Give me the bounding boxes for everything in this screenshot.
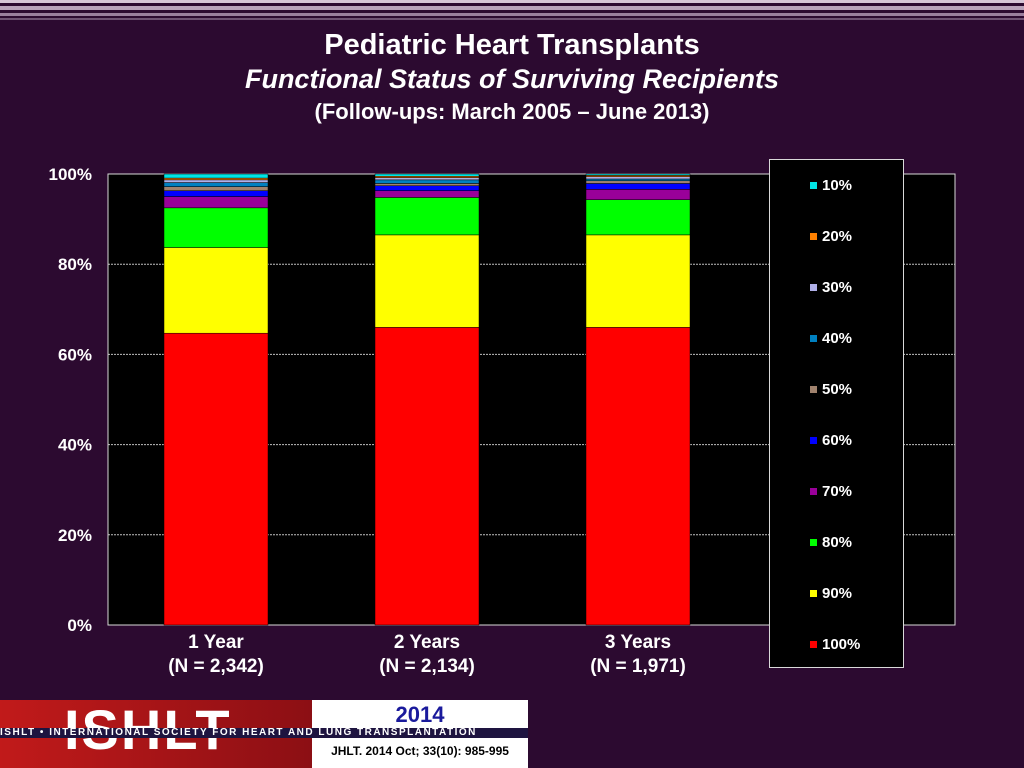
bar-segment <box>374 327 480 626</box>
legend-label: 70% <box>822 482 853 500</box>
plot-border <box>107 173 956 626</box>
chart-note: (Follow-ups: March 2005 – June 2013) <box>314 99 710 124</box>
bar-segment <box>585 189 691 200</box>
legend-item: 20% <box>810 226 852 246</box>
legend-label: 30% <box>822 278 853 296</box>
legend-swatch <box>810 538 817 546</box>
x-tick-sublabel: (N = 2,134) <box>379 656 475 677</box>
footer-org-name: ISHLT • INTERNATIONAL SOCIETY FOR HEART … <box>0 728 528 738</box>
legend-label: 60% <box>822 431 853 449</box>
bar-segment <box>163 182 269 187</box>
chart-title: Pediatric Heart Transplants <box>324 29 700 61</box>
x-tick-label: 1 Year <box>188 632 244 653</box>
bar-segment <box>374 190 480 198</box>
legend-label: 20% <box>822 227 853 245</box>
bar-segment <box>163 332 269 626</box>
x-tick-sublabel: (N = 2,342) <box>168 656 264 677</box>
bar-segment <box>585 199 691 236</box>
chart-subtitle: Functional Status of Surviving Recipient… <box>244 64 780 94</box>
legend-item: 10% <box>810 175 852 195</box>
y-tick-label: 0% <box>67 616 92 635</box>
legend-item: 40% <box>810 328 852 348</box>
legend-label: 100% <box>822 635 861 653</box>
y-tick-label: 60% <box>58 345 92 364</box>
x-tick-label: 3 Years <box>605 632 671 653</box>
bar-segment <box>163 247 269 334</box>
legend-label: 10% <box>822 176 853 194</box>
bar-segment <box>585 178 691 182</box>
bar-segment <box>585 180 691 184</box>
legend-item: 80% <box>810 532 852 552</box>
bar-segment <box>374 179 480 184</box>
chart-legend: 10% 20% 30% 40% 50% 60% 70% 80% 90% 100% <box>769 159 904 668</box>
legend-label: 40% <box>822 329 853 347</box>
legend-label: 90% <box>822 584 853 602</box>
legend-label: 80% <box>822 533 853 551</box>
y-tick-label: 20% <box>58 526 92 545</box>
bar-segment <box>374 177 480 181</box>
legend-swatch <box>810 283 817 291</box>
footer-citation: JHLT. 2014 Oct; 33(10): 985-995 <box>331 744 509 758</box>
bar-segment <box>163 196 269 209</box>
bar-segment <box>374 173 480 177</box>
top-decorative-stripes <box>0 0 1024 22</box>
bar-segment <box>163 173 269 179</box>
legend-swatch <box>810 385 817 393</box>
footer-year: 2014 <box>395 702 445 727</box>
y-tick-label: 80% <box>58 255 92 274</box>
bar-segment <box>374 185 480 191</box>
legend-label: 50% <box>822 380 853 398</box>
legend-swatch <box>810 436 817 444</box>
legend-swatch <box>810 232 817 240</box>
title-block: Pediatric Heart Transplants Functional S… <box>0 28 1024 128</box>
bar-segment <box>163 186 269 191</box>
bar-segment <box>163 179 269 183</box>
legend-item: 30% <box>810 277 852 297</box>
x-tick-label: 2 Years <box>394 632 460 653</box>
legend-swatch <box>810 640 817 648</box>
bar-segment <box>585 173 691 176</box>
legend-item: 100% <box>810 634 860 654</box>
bar-segment <box>163 190 269 197</box>
x-tick-sublabel: (N = 1,971) <box>590 656 686 677</box>
bar-segment <box>374 183 480 186</box>
y-tick-label: 100% <box>49 165 92 184</box>
legend-item: 70% <box>810 481 852 501</box>
bar-segment <box>163 177 269 181</box>
legend-item: 60% <box>810 430 852 450</box>
legend-swatch <box>810 487 817 495</box>
bar-segment <box>585 183 691 190</box>
bar-segment <box>585 234 691 328</box>
legend-swatch <box>810 589 817 597</box>
y-tick-label: 40% <box>58 436 92 455</box>
legend-swatch <box>810 181 817 189</box>
bar-segment <box>585 327 691 626</box>
bar-segment <box>374 234 480 328</box>
legend-item: 90% <box>810 583 852 603</box>
bar-segment <box>585 176 691 180</box>
legend-item: 50% <box>810 379 852 399</box>
legend-swatch <box>810 334 817 342</box>
footer-banner: ISHLT 2014 ISHLT • INTERNATIONAL SOCIETY… <box>0 700 528 768</box>
bar-segment <box>374 197 480 236</box>
bar-segment <box>163 207 269 248</box>
